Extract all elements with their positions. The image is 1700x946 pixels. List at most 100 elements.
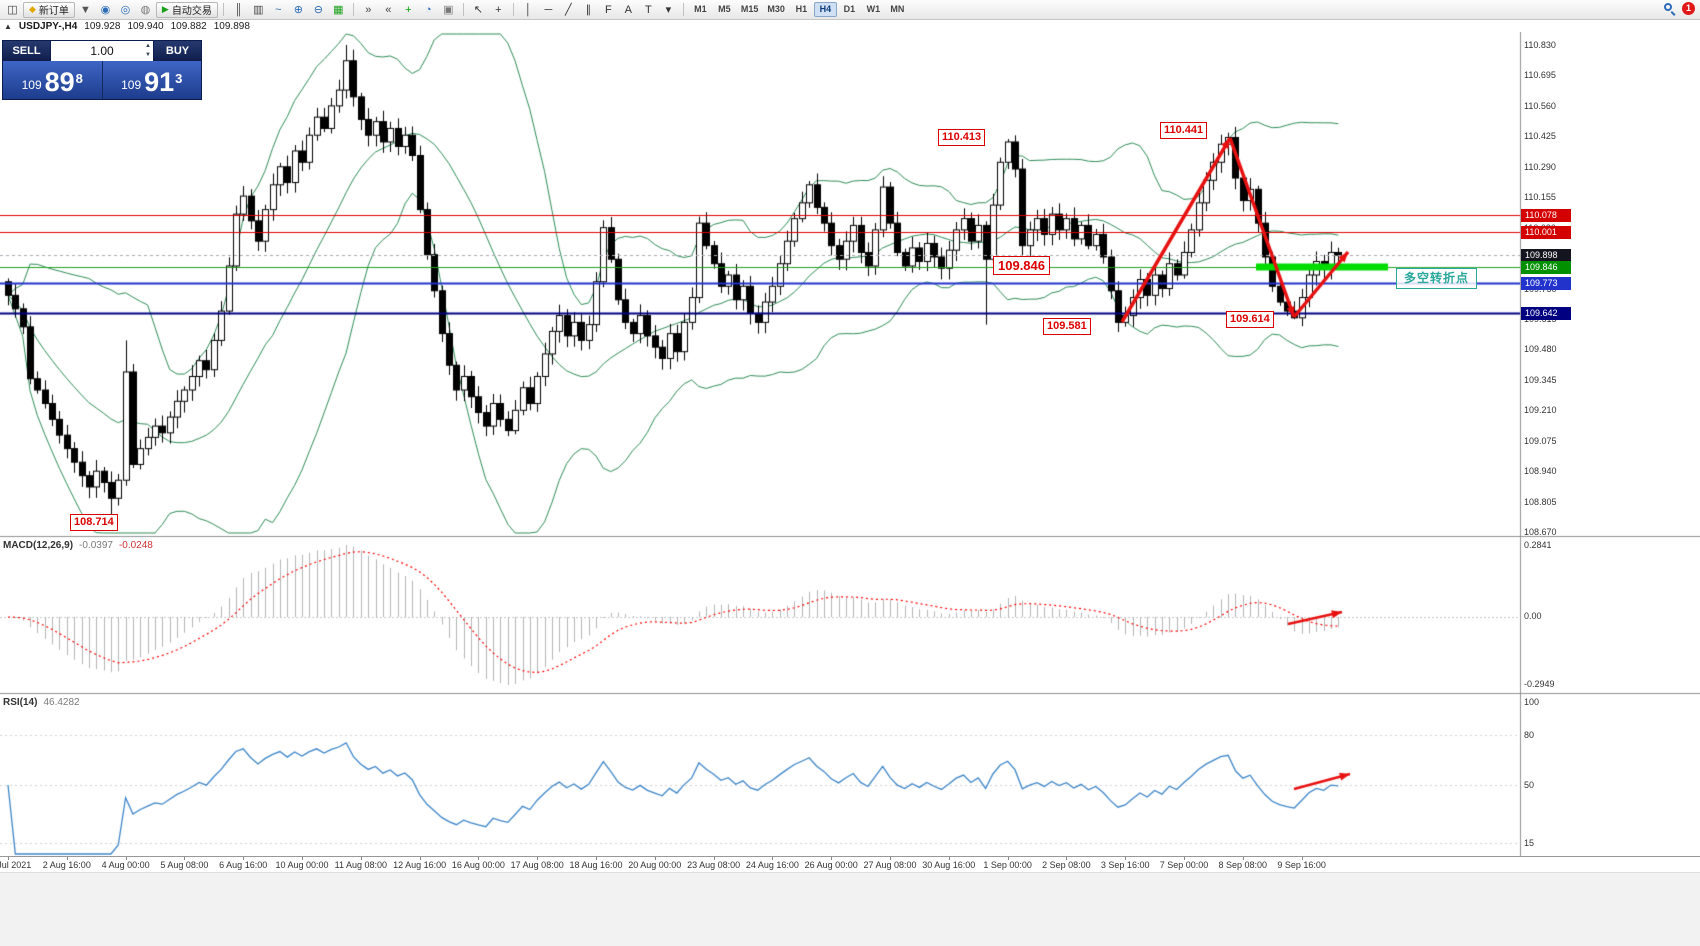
zoom-out-icon[interactable]: ⊖: [313, 3, 323, 16]
timeframe-h4-button[interactable]: H4: [813, 2, 837, 17]
macd-header: MACD(12,26,9) -0.0397 -0.0248: [3, 540, 153, 551]
price-axis-tick: 110.560: [1524, 100, 1556, 111]
candlestick-chart-icon[interactable]: ▥: [253, 3, 264, 16]
zoom-in-icon[interactable]: ⊕: [293, 3, 303, 16]
time-label: 30 Aug 16:00: [922, 860, 976, 870]
rsi-axis-label: 15: [1524, 838, 1535, 849]
cursor-icon[interactable]: ↖: [473, 3, 483, 16]
buy-price[interactable]: 109 91 3: [101, 61, 202, 99]
time-axis-tick: [1125, 857, 1127, 860]
new-order-button[interactable]: ◆ 新订单: [23, 1, 75, 18]
time-axis-tick: [1007, 857, 1009, 860]
price-annotation[interactable]: 110.441: [1160, 122, 1208, 139]
time-label: 4 Aug 00:00: [101, 860, 150, 870]
profiles-icon[interactable]: ▼: [79, 3, 91, 16]
templates-icon[interactable]: ▣: [443, 3, 454, 16]
market-watch-icon[interactable]: ◉: [100, 3, 111, 16]
turning-point-note[interactable]: 多空转折点: [1396, 268, 1478, 289]
ohlc-open: 109.928: [84, 20, 121, 32]
chart-shift-icon[interactable]: «: [385, 3, 392, 16]
price-tag: 109.642: [1521, 306, 1571, 320]
symbol-direction-icon: ▲: [4, 21, 12, 31]
time-axis-tick: [125, 857, 127, 860]
chart-canvas[interactable]: [0, 32, 1700, 856]
main-toolbar: ◫ ◆ 新订单 ▼ ◉ ◎ ◍ ▶ 自动交易 ║ ▥ ~ ⊕ ⊖ ▦ » « + ◔ ▣ ↖ + │ ─ ╱ ∥ F A T ▾ M1 M5 M…: [0, 0, 1700, 20]
time-label: 24 Aug 16:00: [745, 860, 799, 870]
line-chart-icon[interactable]: ~: [275, 3, 282, 16]
crosshair-icon[interactable]: +: [495, 3, 502, 16]
time-label: 16 Aug 00:00: [451, 860, 505, 870]
ohlc-close: 109.898: [213, 20, 250, 32]
chart-window-icon[interactable]: ◫: [7, 3, 18, 16]
timeframe-h1-button[interactable]: H1: [795, 4, 808, 14]
data-window-icon[interactable]: ◎: [120, 3, 131, 16]
timeframe-mn-button[interactable]: MN: [890, 4, 905, 14]
search-icon[interactable]: [1664, 2, 1676, 16]
trendline-icon[interactable]: ╱: [565, 3, 572, 16]
bar-chart-icon[interactable]: ║: [234, 3, 243, 16]
time-label: 27 Aug 08:00: [863, 860, 917, 870]
window-footer: [0, 872, 1700, 946]
time-axis-tick: [302, 857, 303, 860]
timeframe-m1-button[interactable]: M1: [694, 4, 707, 14]
toolbar-separator: [512, 3, 514, 16]
buy-button[interactable]: BUY: [154, 41, 201, 61]
auto-trading-button-label: 自动交易: [171, 6, 212, 17]
timeframe-m30-button[interactable]: M30: [767, 4, 785, 14]
time-label: 26 Aug 00:00: [804, 860, 858, 870]
timeframe-m5-button[interactable]: M5: [718, 4, 731, 14]
rsi-axis-label: 50: [1524, 780, 1535, 790]
ohlc-low: 109.882: [170, 20, 207, 32]
period-icon[interactable]: ◔: [425, 3, 432, 16]
shapes-icon[interactable]: ▾: [665, 3, 672, 16]
indicators-add-icon[interactable]: +: [405, 3, 412, 16]
time-label: 20 Aug 00:00: [628, 860, 682, 870]
auto-scroll-icon[interactable]: »: [365, 3, 372, 16]
notification-badge[interactable]: 1: [1682, 2, 1695, 15]
time-label: 2 Aug 16:00: [42, 860, 91, 870]
navigator-icon[interactable]: ◍: [140, 3, 151, 16]
time-axis-tick: [831, 857, 833, 860]
rsi-header: RSI(14) 46.4282: [3, 697, 80, 708]
volume-down-icon[interactable]: ▼: [145, 52, 151, 58]
fibonacci-icon[interactable]: F: [604, 3, 612, 16]
time-axis-tick: [772, 857, 774, 860]
price-axis-tick: 108.940: [1524, 466, 1557, 477]
timeframe-m15-button[interactable]: M15: [740, 4, 759, 14]
toolbar-separator: [352, 3, 354, 16]
toolbar-separator: [682, 3, 684, 16]
label-icon[interactable]: T: [644, 3, 652, 16]
time-label: 17 Aug 08:00: [510, 860, 564, 870]
price-annotation[interactable]: 109.614: [1226, 311, 1274, 328]
time-axis-tick: [1184, 857, 1185, 860]
vertical-line-icon[interactable]: │: [524, 3, 532, 16]
horizontal-line-icon[interactable]: ─: [544, 3, 553, 16]
channel-icon[interactable]: ∥: [585, 3, 592, 16]
time-axis-tick: [1242, 857, 1244, 860]
timeframe-d1-button[interactable]: D1: [843, 4, 856, 14]
time-label: 10 Aug 00:00: [275, 860, 329, 870]
price-tag: 109.773: [1521, 277, 1571, 291]
tile-windows-icon[interactable]: ▦: [333, 3, 344, 16]
text-icon[interactable]: A: [624, 3, 633, 16]
price-annotation[interactable]: 108.714: [70, 514, 118, 531]
time-axis-tick: [184, 857, 186, 860]
sell-price[interactable]: 109 89 8: [21, 67, 83, 97]
ohlc-high: 109.940: [127, 20, 164, 32]
sell-button[interactable]: SELL: [3, 41, 50, 61]
time-label: 7 Sep 00:00: [1159, 860, 1209, 870]
price-annotation[interactable]: 109.846: [993, 256, 1050, 275]
rsi-axis-label: 100: [1524, 697, 1540, 707]
price-tag: 109.846: [1521, 260, 1571, 274]
price-axis-tick: 110.695: [1524, 70, 1556, 81]
volume-up-icon[interactable]: ▲: [145, 43, 151, 49]
price-tag: 110.001: [1521, 225, 1571, 239]
price-annotation[interactable]: 110.413: [938, 129, 986, 146]
volume-input[interactable]: 1.00 ▲ ▼: [50, 41, 154, 61]
auto-trading-button[interactable]: ▶ 自动交易: [155, 1, 218, 18]
time-axis-tick: [537, 857, 539, 860]
time-axis: 30 Jul 2021 2 Aug 16:00 4 Aug 00:00 5 Aug 0…: [0, 856, 1700, 872]
price-axis-tick: 110.425: [1524, 131, 1556, 142]
price-annotation[interactable]: 109.581: [1043, 318, 1091, 335]
timeframe-w1-button[interactable]: W1: [866, 4, 881, 14]
